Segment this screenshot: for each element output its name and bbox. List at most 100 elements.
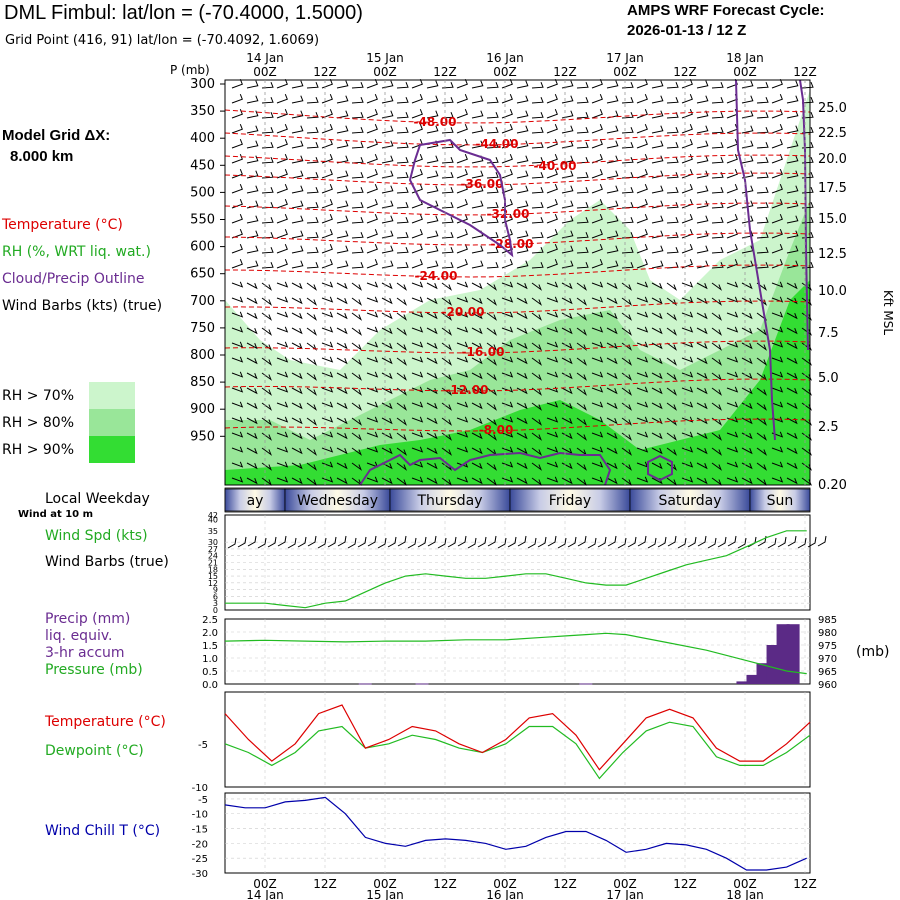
wind-barb xyxy=(396,112,409,119)
kft-tick: 17.5 xyxy=(818,181,847,196)
wind-barb xyxy=(426,125,439,134)
precip-sub2: 3-hr accum xyxy=(45,645,125,661)
wind-barb xyxy=(336,125,349,134)
wind-barb xyxy=(501,169,513,179)
wind-barb xyxy=(246,80,259,89)
wind-barb xyxy=(576,142,589,149)
wind-barb xyxy=(321,259,333,269)
temperature-contour-label: -36.00 xyxy=(461,177,504,191)
wind-barb xyxy=(456,214,468,224)
wind-barb xyxy=(486,417,498,426)
wind-barb xyxy=(246,200,259,209)
kft-tick: 25.0 xyxy=(818,101,847,116)
wind-barb xyxy=(666,232,679,239)
wind-barb xyxy=(501,184,513,194)
wind-barb xyxy=(726,311,739,318)
wind-barb xyxy=(726,371,739,378)
wind-barb xyxy=(426,372,438,380)
wind-barb xyxy=(606,260,619,269)
wind-barb xyxy=(516,402,528,410)
pressure-tick: 975 xyxy=(818,641,837,652)
wind-barb xyxy=(291,282,303,290)
wind-barb xyxy=(741,327,753,335)
wind-barb xyxy=(381,327,393,335)
wind-barb xyxy=(261,297,273,306)
wind-barb xyxy=(501,431,514,438)
wind-barb xyxy=(741,387,753,395)
pressure-tick: 600 xyxy=(190,240,215,255)
wind-barb xyxy=(786,312,798,320)
wind-barb xyxy=(651,155,664,164)
wind-barb xyxy=(501,476,514,483)
wind-barb xyxy=(606,80,619,89)
wind-barb xyxy=(441,202,454,209)
bottom-hour-tick: 12Z xyxy=(313,877,337,891)
pressure-tick: 960 xyxy=(818,680,837,691)
wind-barb-10m xyxy=(497,537,507,549)
wind-barb xyxy=(456,401,469,408)
wind-barb xyxy=(351,432,363,441)
wind-barb xyxy=(336,110,349,119)
wind-barb-10m xyxy=(267,536,277,548)
wind-barb xyxy=(246,140,259,149)
wind-barb xyxy=(741,447,753,455)
wind-barb xyxy=(501,281,514,288)
wind-barb xyxy=(456,476,469,483)
wind-barb-10m xyxy=(397,535,407,547)
wind-barb xyxy=(726,184,738,194)
wind-barb xyxy=(636,124,648,134)
bottom-hour-tick: 00Z xyxy=(613,877,637,891)
wind-barb xyxy=(651,200,664,209)
wind-barb xyxy=(621,262,634,269)
wind-barb xyxy=(771,79,783,89)
precip-bar xyxy=(746,674,760,684)
wind-barb xyxy=(681,401,694,408)
wind-barb xyxy=(666,312,678,321)
wind-barb xyxy=(381,260,394,269)
wind-barb xyxy=(321,281,334,288)
wind-barb xyxy=(381,155,394,164)
wind-barb xyxy=(741,95,754,104)
wind-barb xyxy=(351,127,364,134)
wind-barb xyxy=(261,82,274,89)
wind-barb xyxy=(471,342,483,350)
wind-barb xyxy=(696,297,708,305)
wind-barb xyxy=(306,157,319,164)
wind-barb xyxy=(726,461,739,468)
wind-barb xyxy=(786,215,799,224)
wind-barb xyxy=(306,172,319,179)
wind-barb xyxy=(531,202,544,209)
wind-barb xyxy=(486,312,498,321)
wind-barb xyxy=(606,372,618,380)
wind-barb xyxy=(741,357,753,365)
wind-barb-10m xyxy=(427,535,437,547)
wind-barb-10m xyxy=(657,536,667,548)
wind-barb xyxy=(771,169,783,179)
wind-barb xyxy=(471,357,483,365)
wind-barb xyxy=(456,259,468,269)
wind-barb xyxy=(321,94,333,104)
wind-barb xyxy=(696,95,709,104)
wind-barb xyxy=(321,229,333,239)
wind-barb xyxy=(726,199,738,209)
wind-barb xyxy=(666,172,679,179)
bottom-hour-tick: 12Z xyxy=(433,877,457,891)
wind-barb xyxy=(261,262,274,269)
wind-barb xyxy=(681,476,694,483)
wind-barb xyxy=(561,417,573,425)
wind-barb xyxy=(486,357,498,366)
wind-barb xyxy=(486,97,499,104)
wind-speed-label: Wind Spd (kts) xyxy=(45,528,148,544)
wind-barb xyxy=(636,94,648,104)
wind-barb xyxy=(666,297,678,306)
wind-tick: 6 xyxy=(213,592,218,601)
wind-barb xyxy=(336,327,348,335)
wind-barb xyxy=(426,417,438,425)
legend-temperature: Temperature (°C) xyxy=(2,217,123,233)
wind-barb xyxy=(606,402,618,410)
pressure-tick: 550 xyxy=(190,213,215,228)
wind-barb xyxy=(336,432,348,440)
wind-barb xyxy=(696,170,709,179)
wind-barb xyxy=(711,217,724,224)
